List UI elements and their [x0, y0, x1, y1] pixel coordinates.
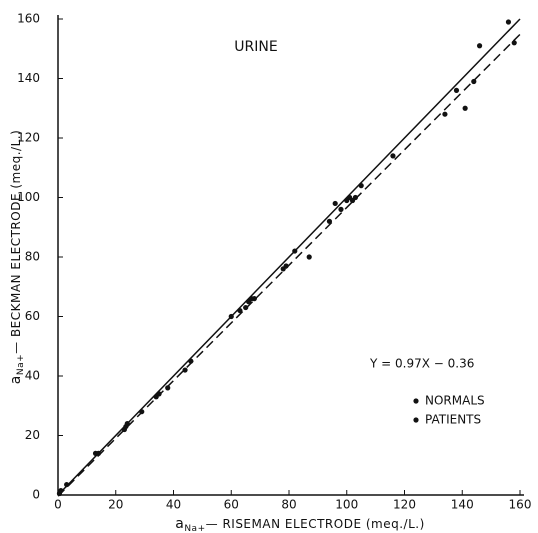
- x-label-sub: Na+: [184, 524, 205, 533]
- x-label-symbol: a: [175, 516, 184, 532]
- point: [58, 487, 64, 494]
- point: [165, 385, 171, 391]
- y-tick-label: 40: [25, 369, 40, 383]
- point: [228, 313, 234, 320]
- point: [95, 450, 102, 456]
- point: [156, 391, 162, 397]
- x-tick-label: 160: [509, 498, 532, 512]
- point: [390, 153, 396, 159]
- legend-label: PATIENTS: [425, 413, 481, 427]
- point: [511, 40, 517, 46]
- point: [338, 206, 344, 212]
- y-tick-label: 80: [25, 250, 40, 264]
- point: [139, 409, 145, 415]
- point: [124, 421, 130, 427]
- y-label-text: — BECKMAN ELECTRODE (meq./L.): [9, 130, 23, 354]
- y-tick-label: 140: [17, 71, 40, 85]
- y-label-symbol: a: [8, 375, 24, 384]
- x-tick-label: 60: [224, 498, 239, 512]
- y-tick-label: 100: [17, 190, 40, 204]
- point: [64, 481, 70, 488]
- point: [442, 111, 448, 117]
- point: [182, 367, 188, 373]
- point: [471, 78, 477, 85]
- point: [476, 43, 483, 49]
- y-tick-label: 120: [17, 131, 40, 145]
- legend-label: NORMALS: [425, 394, 485, 408]
- point: [292, 248, 298, 254]
- x-tick-label: 0: [54, 498, 62, 512]
- x-tick-label: 20: [108, 498, 123, 512]
- point: [352, 194, 359, 201]
- point: [283, 263, 289, 269]
- y-label-sub: Na+: [16, 354, 26, 375]
- y-tick-label: 20: [25, 428, 40, 442]
- x-label-text: — RISEMAN ELECTRODE (meq./L.): [206, 517, 425, 531]
- x-tick-label: 80: [281, 498, 296, 512]
- x-tick-label: 120: [393, 498, 416, 512]
- x-tick-label: 140: [451, 498, 474, 512]
- point: [306, 254, 312, 260]
- point: [251, 296, 257, 302]
- legend-marker: [413, 417, 419, 423]
- y-axis-label: aNa+— BECKMAN ELECTRODE (meq./L.): [8, 130, 26, 385]
- x-axis-label: aNa+— RISEMAN ELECTRODE (meq./L.): [175, 516, 425, 533]
- y-tick-label: 0: [32, 488, 40, 502]
- chart-title: URINE: [234, 39, 277, 55]
- fit-line: [57, 33, 521, 497]
- point: [332, 200, 338, 207]
- point: [505, 19, 512, 25]
- equation: Y = 0.97X − 0.36: [369, 357, 474, 371]
- point: [453, 87, 460, 93]
- x-tick-label: 40: [166, 498, 181, 512]
- point: [358, 183, 364, 189]
- y-tick-label: 60: [25, 309, 40, 323]
- point: [326, 218, 333, 224]
- fit-line: [57, 18, 521, 496]
- point: [237, 307, 243, 314]
- legend-marker: [413, 398, 419, 404]
- point: [243, 304, 249, 311]
- x-tick-label: 100: [335, 498, 358, 512]
- point: [188, 358, 194, 364]
- point: [462, 105, 468, 111]
- y-tick-label: 160: [17, 12, 40, 26]
